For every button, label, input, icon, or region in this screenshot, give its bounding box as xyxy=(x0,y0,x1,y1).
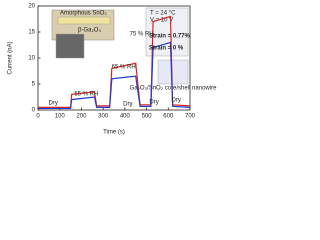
humidity-label: Dry xyxy=(123,102,132,108)
humidity-label: 55 % RH xyxy=(74,92,98,98)
x-axis-label: Time (s) xyxy=(103,130,125,136)
y-tick-label: 5 xyxy=(32,82,36,88)
series-line xyxy=(38,41,191,110)
inset-device xyxy=(157,59,189,85)
condition: T = 24 °C xyxy=(150,11,176,17)
series-line xyxy=(38,15,191,109)
legend-label: Strain = 0 % xyxy=(149,46,184,52)
y-tick-label: 0 xyxy=(32,108,36,114)
y-axis-label: Current (nA) xyxy=(8,41,14,74)
inset-label: β-Ga₂O₃ xyxy=(78,28,101,34)
y-tick-label: 20 xyxy=(28,4,35,10)
humidity-label: 65 % RH xyxy=(112,65,136,71)
x-tick-label: 700 xyxy=(185,114,196,120)
humidity-label: Dry xyxy=(172,98,181,104)
legend-label: Strain = 0.77% xyxy=(149,34,191,40)
page: {"chart_data": {"type": "line", "x_label… xyxy=(0,0,220,140)
x-tick-label: 300 xyxy=(98,114,109,120)
inset-label: Amorphous SnO₂ xyxy=(60,11,107,17)
inset-shell xyxy=(57,16,111,25)
x-tick-label: 600 xyxy=(163,114,174,120)
x-tick-label: 400 xyxy=(120,114,131,120)
x-tick-label: 0 xyxy=(36,114,40,120)
y-tick-label: 15 xyxy=(28,30,35,36)
y-tick-label: 10 xyxy=(28,56,35,62)
humidity-label: 75 % RH xyxy=(130,32,154,38)
condition: V = 10 V xyxy=(150,18,173,24)
x-tick-label: 200 xyxy=(76,114,87,120)
x-tick-label: 100 xyxy=(55,114,66,120)
chart: Amorphous SnO₂ β-Ga₂O₃ Ga₂O₃/SnO₂ core/s… xyxy=(8,4,217,136)
inset-sem xyxy=(55,33,85,59)
inset-label: Ga₂O₃/SnO₂ core/shell nanowire xyxy=(130,86,217,92)
humidity-label: Dry xyxy=(49,101,58,107)
x-tick-label: 500 xyxy=(142,114,153,120)
humidity-label: Dry xyxy=(149,100,158,106)
